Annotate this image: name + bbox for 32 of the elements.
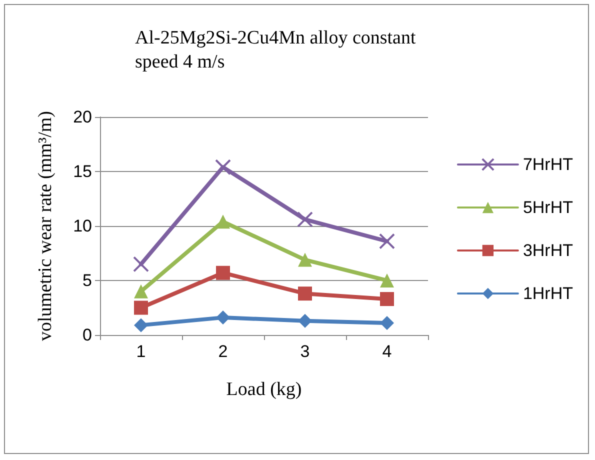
point [297,211,313,228]
legend-label: 3HrHT [522,241,574,260]
y-tick-label: 0 [82,326,92,344]
y-tick-label: 5 [82,271,92,290]
point [215,159,231,176]
x-tick-label: 3 [300,342,310,361]
legend-label: 1HrHT [522,284,574,303]
point [216,266,230,280]
legend-label: 7HrHT [522,155,574,174]
point [134,300,148,315]
point [380,292,394,306]
point [380,274,394,288]
x-tick-label: 1 [136,342,146,361]
point [216,310,230,325]
point [380,316,394,330]
point [298,252,312,267]
y-tick-label: 20 [73,108,92,126]
y-tick-label: 10 [73,216,92,236]
legend-label: 5HrHT [522,198,574,217]
y-tick-label: 15 [73,162,92,181]
y-axis-title: volumetric wear rate (mm³/m) [35,111,56,341]
x-tick-label: 2 [218,342,228,361]
point [379,233,395,250]
x-axis-title: Load (kg) [226,379,302,400]
point [134,284,148,298]
point [298,286,312,301]
x-tick-label: 4 [382,342,392,361]
point [216,214,230,229]
point [133,256,149,272]
chart-title: Al-25Mg2Si-2Cu4Mn alloy constant speed 4 m/s [135,28,421,72]
point [134,318,148,332]
point [298,314,312,328]
